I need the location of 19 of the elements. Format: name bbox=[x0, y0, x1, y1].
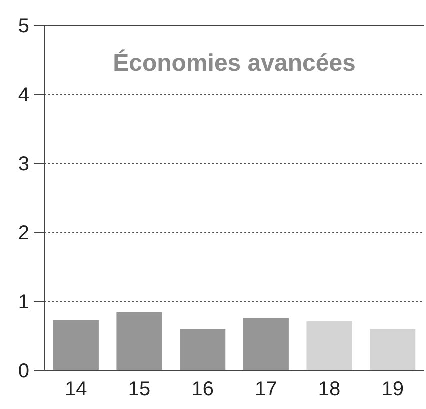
x-tick-label: 18 bbox=[318, 378, 341, 400]
x-tick-label: 19 bbox=[382, 378, 404, 400]
bar bbox=[180, 329, 226, 370]
bar bbox=[306, 322, 352, 370]
x-tick-label: 17 bbox=[255, 378, 278, 400]
x-tick-label: 14 bbox=[65, 378, 88, 400]
bar bbox=[53, 320, 99, 370]
bar bbox=[243, 318, 289, 370]
bar bbox=[116, 312, 162, 370]
y-tick-label: 5 bbox=[18, 16, 30, 38]
y-tick-label: 1 bbox=[18, 292, 30, 314]
x-tick-label: 15 bbox=[128, 378, 151, 400]
y-tick-label: 2 bbox=[18, 222, 30, 244]
y-tick-label: 0 bbox=[18, 360, 30, 382]
x-tick-label: 16 bbox=[192, 378, 214, 400]
y-tick-label: 3 bbox=[18, 154, 30, 176]
y-tick-label: 4 bbox=[18, 84, 30, 106]
bar bbox=[370, 329, 416, 370]
text: Économies avancées bbox=[113, 48, 356, 77]
